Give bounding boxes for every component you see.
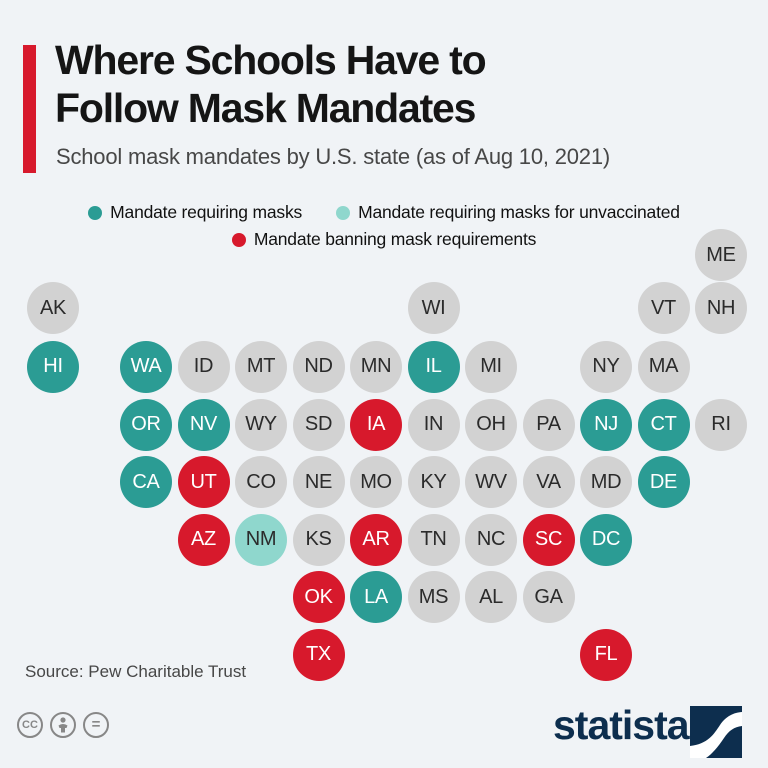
state-circle-KS: KS [292,513,345,566]
state-circle-TX: TX [292,628,345,681]
state-circle-AZ: AZ [177,513,230,566]
state-circle-SC: SC [522,513,575,566]
state-circle-WI: WI [407,282,460,334]
page-subtitle: School mask mandates by U.S. state (as o… [56,144,610,169]
cc-icon: CC [17,712,43,738]
state-circle-NE: NE [292,456,345,508]
legend-label-ban: Mandate banning mask requirements [253,229,537,249]
state-circle-GA: GA [522,571,575,623]
statista-wordmark: statista [553,702,690,748]
state-circle-MI: MI [465,340,517,393]
state-circle-IA: IA [350,398,402,451]
state-circle-HI: HI [27,340,79,393]
state-circle-ND: ND [292,340,345,393]
state-circle-RI: RI [695,398,747,451]
state-circle-WV: WV [465,456,517,508]
license-badges: CC = [17,712,109,738]
state-circle-DC: DC [580,513,632,566]
state-circle-UT: UT [177,456,230,508]
statista-logo-icon [690,706,742,758]
page-title-line1: Where Schools Have to [55,37,487,83]
legend-dot-mandate [88,205,103,220]
state-circle-SD: SD [292,398,345,451]
state-circle-NC: NC [465,513,517,566]
state-circle-ID: ID [177,340,230,393]
source-text: Source: Pew Charitable Trust [25,662,247,681]
state-circle-MD: MD [580,456,632,508]
state-circle-OK: OK [292,571,345,623]
state-circle-MT: MT [235,340,287,393]
state-circle-FL: FL [580,628,632,681]
state-circle-MO: MO [350,456,402,508]
state-circle-IL: IL [407,340,460,393]
legend-row-2: Mandate banning mask requirements [0,226,768,253]
legend-label-unvaccinated: Mandate requiring masks for unvaccinated [358,202,680,222]
state-circle-LA: LA [350,571,402,623]
state-circle-NJ: NJ [580,398,632,451]
red-accent-bar [23,45,36,173]
state-circle-WY: WY [235,398,287,451]
state-circle-MA: MA [637,340,690,393]
state-circle-AL: AL [465,571,517,623]
page-title: Where Schools Have to Follow Mask Mandat… [55,36,695,132]
legend-item-ban: Mandate banning mask requirements [231,229,537,250]
state-circle-KY: KY [407,456,460,508]
state-circle-CT: CT [637,398,690,451]
state-circle-CO: CO [235,456,287,508]
legend-item-mandate: Mandate requiring masks [88,202,302,223]
legend: Mandate requiring masks Mandate requiring… [0,199,768,253]
state-circle-AK: AK [27,282,79,334]
state-circle-PA: PA [522,398,575,451]
state-circle-OR: OR [120,398,172,451]
state-circle-OH: OH [465,398,517,451]
state-circle-TN: TN [407,513,460,566]
legend-dot-unvaccinated [336,205,351,220]
state-circle-DE: DE [637,456,690,508]
state-circle-NV: NV [177,398,230,451]
legend-label-mandate: Mandate requiring masks [110,202,303,222]
state-circle-MN: MN [350,340,402,393]
state-circle-VA: VA [522,456,575,508]
legend-row-1: Mandate requiring masks Mandate requiring… [0,199,768,226]
state-circle-NY: NY [580,340,632,393]
legend-dot-ban [231,232,246,247]
state-circle-AR: AR [350,513,402,566]
state-circle-MS: MS [407,571,460,623]
state-circle-NH: NH [695,282,747,334]
equals-icon: = [83,712,109,738]
state-circle-WA: WA [120,340,172,393]
state-circle-VT: VT [637,282,690,334]
page-title-line2: Follow Mask Mandates [55,85,476,131]
state-circle-IN: IN [407,398,460,451]
state-circle-ME: ME [695,229,747,281]
state-circle-NM: NM [235,513,287,566]
attribution-person-icon [50,712,76,738]
legend-item-unvaccinated: Mandate requiring masks for unvaccinated [336,202,680,223]
state-circle-CA: CA [120,456,172,508]
